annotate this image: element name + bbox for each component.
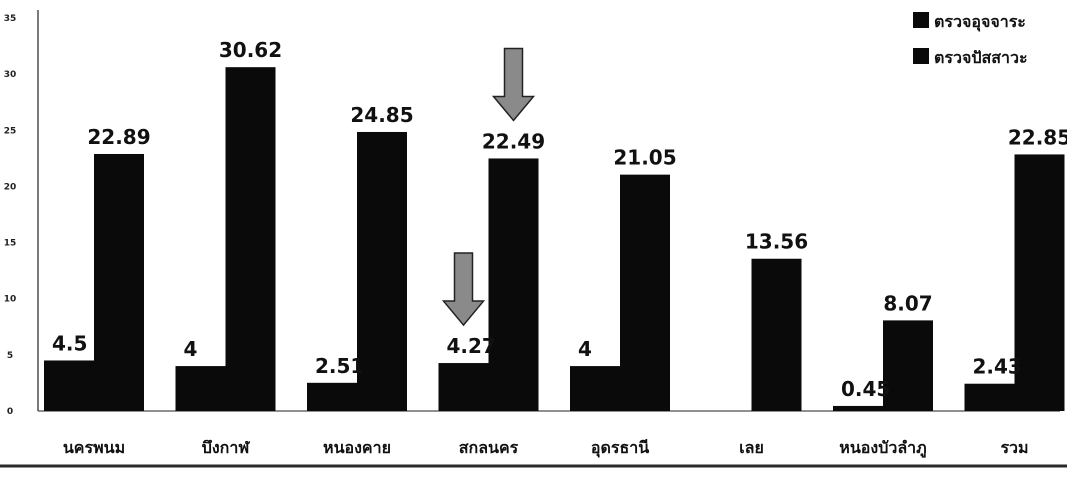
category-label: รวม xyxy=(1000,438,1028,457)
category-label: หนองบัวลำภู xyxy=(839,438,926,459)
legend-label: ตรวจปัสสาวะ xyxy=(934,48,1028,67)
bar-stool xyxy=(438,363,489,411)
category-label: เลย xyxy=(739,438,764,457)
bar-value-label: 22.49 xyxy=(482,129,545,153)
bar-value-label: 13.56 xyxy=(745,230,808,254)
bar-urine xyxy=(94,153,144,411)
bar-stool xyxy=(833,405,883,411)
bar-urine xyxy=(883,320,933,411)
y-tick-label: 30 xyxy=(4,70,17,80)
bar-stool xyxy=(570,366,620,411)
bar-urine xyxy=(620,174,670,411)
bar-value-label: 22.85 xyxy=(1008,125,1067,149)
y-tick-label: 10 xyxy=(4,295,17,305)
bar-urine xyxy=(1014,154,1065,412)
bar-value-label: 4.27 xyxy=(447,334,496,358)
bar-urine xyxy=(488,158,539,411)
category-label: สกลนคร xyxy=(459,438,519,457)
bar-urine xyxy=(751,258,802,411)
bar-value-label: 30.62 xyxy=(219,38,282,62)
category-label: บึงกาฬ xyxy=(202,438,251,457)
bar-stool xyxy=(44,360,94,411)
bar-value-label: 2.43 xyxy=(973,355,1022,379)
legend-label: ตรวจอุจจาระ xyxy=(934,12,1026,32)
category-label: หนองคาย xyxy=(323,438,391,457)
bar-value-label: 8.07 xyxy=(883,291,932,315)
category-label: นครพนม xyxy=(63,438,125,457)
bar-value-label: 2.51 xyxy=(315,354,364,378)
bar-value-label: 24.85 xyxy=(350,103,413,127)
bar-urine xyxy=(357,131,407,411)
bar-value-label: 0.45 xyxy=(841,377,890,401)
y-tick-label: 5 xyxy=(7,351,13,361)
bar-value-label: 4 xyxy=(578,337,592,361)
bar-value-label: 22.89 xyxy=(87,125,150,149)
y-tick-label: 15 xyxy=(4,239,17,249)
bar-stool xyxy=(307,382,357,411)
bar-value-label: 4 xyxy=(184,337,198,361)
bar-urine xyxy=(225,67,276,411)
legend-swatch xyxy=(913,12,929,28)
bar-value-label: 21.05 xyxy=(613,146,676,170)
legend-swatch xyxy=(913,48,929,64)
bar-stool xyxy=(964,383,1015,411)
bar-stool xyxy=(175,366,226,411)
y-tick-label: 20 xyxy=(4,182,17,192)
down-arrow-annotation xyxy=(441,252,486,327)
bar-value-label: 4.5 xyxy=(52,331,87,355)
down-arrow-annotation xyxy=(491,47,536,122)
y-tick-label: 25 xyxy=(4,126,17,136)
category-label: อุดรธานี xyxy=(591,438,649,458)
y-tick-label: 0 xyxy=(7,407,13,417)
y-tick-label: 35 xyxy=(4,14,17,24)
